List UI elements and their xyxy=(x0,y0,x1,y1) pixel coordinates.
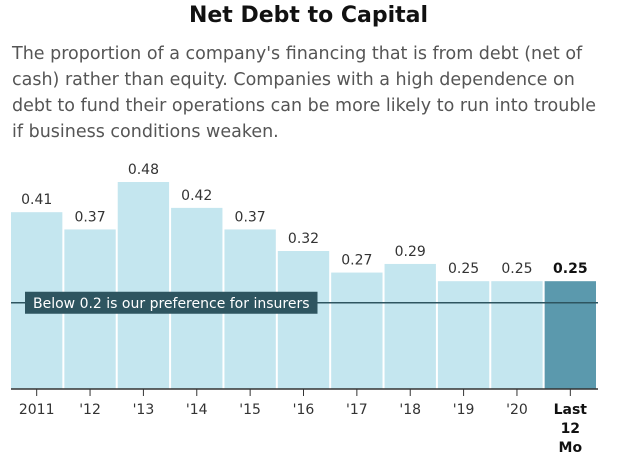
bar-value-label: 0.32 xyxy=(288,231,319,247)
x-tick-label: '13 xyxy=(133,402,155,418)
x-tick-label: '15 xyxy=(239,402,261,418)
bar-value-label: 0.29 xyxy=(395,244,426,260)
bar xyxy=(544,281,596,389)
x-tick-label: '16 xyxy=(293,402,315,418)
reference-label-box xyxy=(25,291,318,314)
reference-line-label: Below 0.2 is our preference for insurers xyxy=(33,296,310,312)
x-tick-label: 2011 xyxy=(19,402,55,418)
x-tick-label: '18 xyxy=(399,402,421,418)
bar-value-label: 0.48 xyxy=(128,162,159,178)
bar-value-label: 0.37 xyxy=(235,209,266,225)
bar xyxy=(277,251,330,389)
chart-title: Net Debt to Capital xyxy=(188,3,429,28)
x-tick-label: '19 xyxy=(453,402,475,418)
bar-value-label: 0.41 xyxy=(21,192,52,208)
bar-value-label: 0.25 xyxy=(501,261,532,277)
bar xyxy=(437,281,490,389)
x-tick-label: Mo xyxy=(559,440,583,456)
x-tick-label: 12 xyxy=(561,421,580,437)
bar-value-label: 0.42 xyxy=(181,188,212,204)
bar-value-label: 0.37 xyxy=(74,209,105,225)
x-tick-label: '12 xyxy=(79,402,101,418)
x-tick-label: Last xyxy=(554,402,588,418)
bar-value-label: 0.25 xyxy=(448,261,479,277)
bar xyxy=(331,272,383,389)
bar-value-label: 0.25 xyxy=(553,261,588,277)
x-tick-label: '17 xyxy=(346,402,368,418)
x-tick-label: '14 xyxy=(186,402,208,418)
bar xyxy=(384,263,436,389)
bar xyxy=(117,182,170,389)
bar xyxy=(491,281,543,389)
chart-subtitle: The proportion of a company's financing … xyxy=(12,44,597,142)
x-tick-label: '20 xyxy=(506,402,528,418)
bar-value-label: 0.27 xyxy=(341,253,372,269)
